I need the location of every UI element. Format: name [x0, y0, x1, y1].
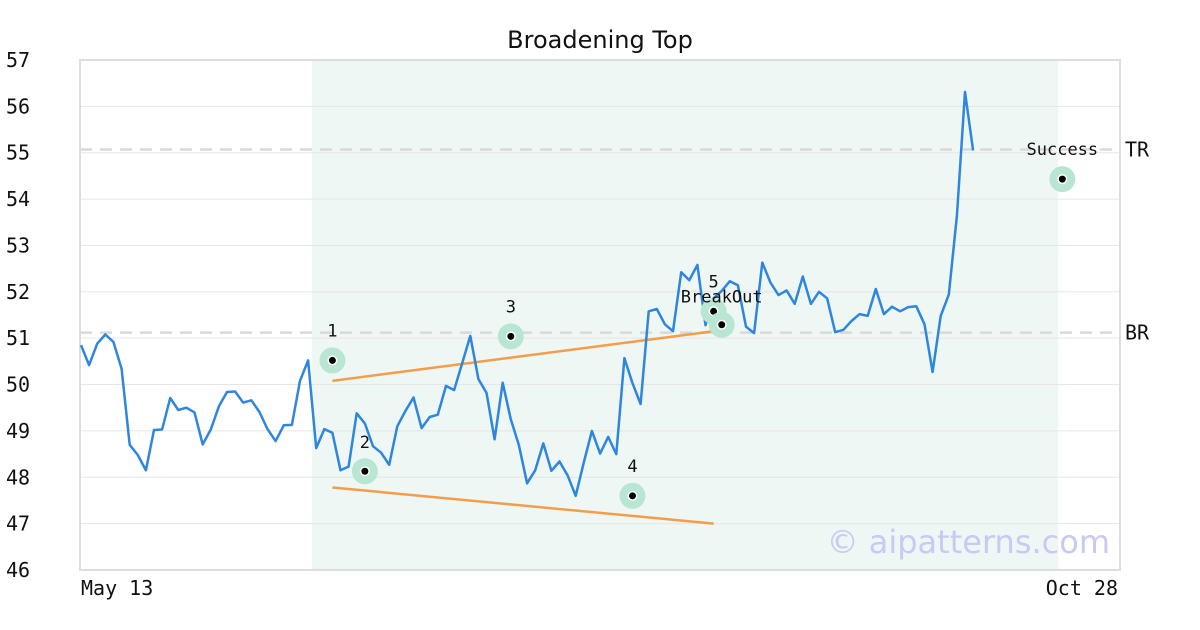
- y-tick-label: 48: [6, 465, 30, 489]
- x-tick-label: Oct 28: [1046, 576, 1118, 600]
- level-lines-layer: TR BR: [80, 137, 1150, 345]
- plot-frame: [79, 59, 1121, 571]
- y-tick-label: 49: [6, 419, 30, 443]
- point-label: Success: [1027, 140, 1099, 160]
- trendline-layer: [332, 329, 714, 525]
- y-tick-label: 54: [6, 187, 30, 211]
- y-tick-label: 46: [6, 558, 30, 582]
- marker-dot: [718, 321, 726, 329]
- y-tick-label: 57: [6, 48, 30, 72]
- point-label: 1: [327, 321, 337, 341]
- point-label: 3: [506, 297, 516, 317]
- pattern-zone-layer: [312, 60, 1059, 570]
- price-line-layer: [79, 90, 975, 498]
- y-tick-label: 55: [6, 141, 30, 165]
- point-label: 5: [708, 272, 718, 292]
- marker-dot: [710, 307, 718, 315]
- y-tick-label: 53: [6, 233, 30, 257]
- level-label: TR: [1125, 137, 1150, 161]
- level-label: BR: [1125, 321, 1150, 345]
- y-tick-label: 52: [6, 280, 30, 304]
- marker-dot: [507, 332, 515, 340]
- y-tick-label: 56: [6, 94, 30, 118]
- point-label: 2: [360, 433, 370, 453]
- point-label: 4: [627, 457, 637, 477]
- marker-layer: [319, 166, 1076, 509]
- marker-dot: [361, 467, 369, 475]
- chart-title: Broadening Top: [507, 26, 693, 54]
- y-tick-label: 51: [6, 326, 30, 350]
- y-tick-label: 50: [6, 373, 30, 397]
- y-tick-label: 47: [6, 512, 30, 536]
- x-tick-label: May 13: [81, 576, 153, 600]
- watermark: © aipatterns.com: [827, 523, 1110, 561]
- marker-dot: [328, 356, 336, 364]
- pattern-zone: [312, 60, 1059, 570]
- grid-layer: [80, 105, 1120, 525]
- marker-dot: [1058, 175, 1066, 183]
- point-label: BreakOut: [681, 288, 763, 308]
- price-line: [79, 90, 975, 498]
- marker-dot: [628, 492, 636, 500]
- trendline: [332, 329, 714, 383]
- trendline: [332, 486, 714, 525]
